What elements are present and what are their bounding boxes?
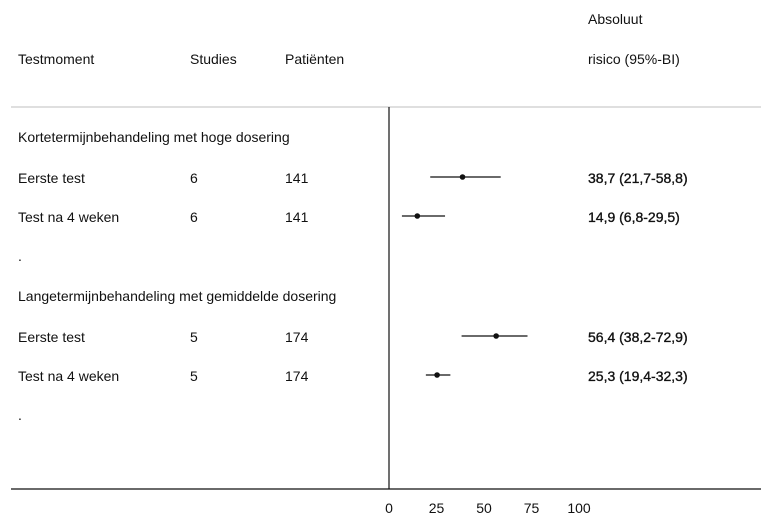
- point-estimate: [493, 333, 499, 339]
- row-label: Test na 4 weken: [18, 368, 120, 384]
- x-tick-label: 25: [428, 500, 445, 516]
- row-label: Eerste test: [18, 170, 85, 186]
- row-ci-text: 56,4 (38,2-72,9): [588, 329, 688, 345]
- row-studies: 6: [190, 209, 198, 225]
- header-risk-line1: Absoluut: [588, 11, 643, 27]
- row-ci-text: 25,3 (19,4-32,3): [588, 368, 688, 384]
- row-studies: 6: [190, 170, 198, 186]
- row-ci-text: 38,7 (21,7-58,8): [588, 170, 688, 186]
- x-tick-label: 75: [523, 500, 540, 516]
- group-title: Langetermijnbehandeling met gemiddelde d…: [18, 288, 337, 304]
- group-spacer: .: [18, 407, 22, 423]
- row-patients: 174: [285, 368, 309, 384]
- point-estimate: [434, 372, 440, 378]
- row-patients: 141: [285, 170, 309, 186]
- row-patients: 141: [285, 209, 309, 225]
- row-studies: 5: [190, 329, 198, 345]
- x-tick-label: 100: [567, 500, 591, 516]
- row-studies: 5: [190, 368, 198, 384]
- group-title: Kortetermijnbehandeling met hoge doserin…: [18, 129, 290, 145]
- group-spacer: .: [18, 248, 22, 264]
- point-estimate: [414, 213, 421, 219]
- row-ci-text: 14,9 (6,8-29,5): [588, 209, 680, 225]
- row-label: Eerste test: [18, 329, 85, 345]
- x-tick-label: 50: [476, 500, 492, 516]
- point-estimate: [459, 174, 466, 180]
- row-label: Test na 4 weken: [18, 209, 120, 225]
- header-studies: Studies: [190, 51, 237, 67]
- header-risk-line2: risico (95%-BI): [588, 51, 680, 67]
- header-patients: Patiënten: [285, 51, 345, 67]
- x-tick-label: 0: [385, 500, 393, 516]
- header-testmoment: Testmoment: [18, 51, 95, 67]
- row-patients: 174: [285, 329, 309, 345]
